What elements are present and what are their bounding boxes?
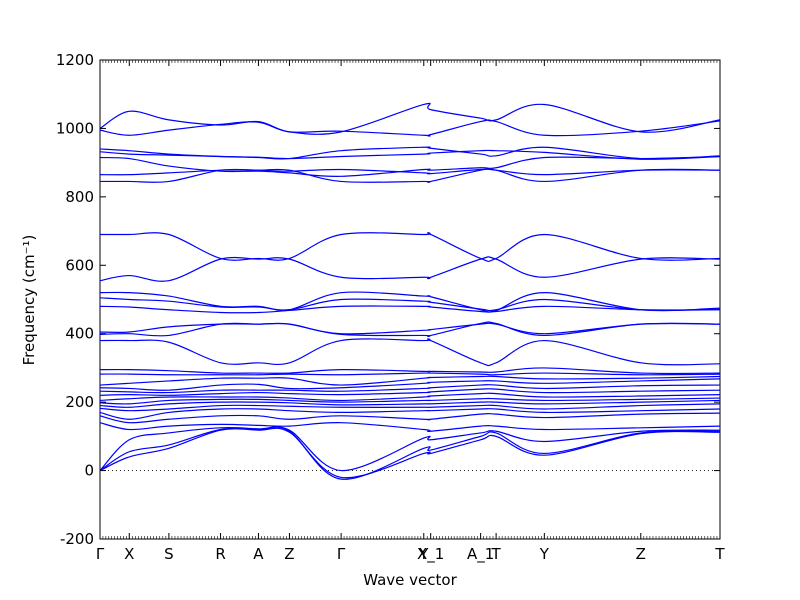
x-tick-label: Γ <box>96 545 105 563</box>
y-tick-label: 800 <box>65 188 94 206</box>
x-tick-label: A_1 <box>467 545 494 564</box>
y-axis: -200 0 200 400 600 800 1000 1200 <box>56 51 720 548</box>
band-line-31 <box>99 427 721 479</box>
y-tick-label: 200 <box>65 393 94 411</box>
x-tick-label: R <box>215 545 225 563</box>
band-line-2 <box>99 119 721 137</box>
band-line-14 <box>99 321 721 337</box>
x-tick-label: Z <box>636 545 646 563</box>
y-axis-title: Frequency (cm⁻¹) <box>20 235 38 366</box>
band-line-1 <box>99 102 721 135</box>
band-line-21 <box>99 388 721 396</box>
y-tick-label: 400 <box>65 325 94 343</box>
band-line-25 <box>99 403 721 412</box>
y-tick-label: -200 <box>60 530 94 548</box>
plot-frame <box>99 59 721 540</box>
band-line-6 <box>99 168 721 176</box>
band-line-13 <box>99 322 721 335</box>
y-tick-label: 600 <box>65 256 94 274</box>
band-line-28 <box>99 422 721 433</box>
band-line-3 <box>99 146 721 160</box>
x-axis: Γ X S R A Z Γ YX_1 A_1T Y Z T <box>96 60 725 564</box>
band-line-10 <box>99 291 721 313</box>
x-axis-title: Wave vector <box>363 571 457 589</box>
x-tick-label: T <box>714 545 725 563</box>
band-line-4 <box>99 149 721 160</box>
band-line-30 <box>99 426 721 480</box>
band-line-12 <box>99 305 721 314</box>
series-layer <box>99 102 721 480</box>
x-tick-label: Z <box>284 545 294 563</box>
x-tick-label: Y <box>418 545 429 563</box>
band-line-16 <box>99 367 721 375</box>
band-line-17 <box>99 372 721 376</box>
band-line-29 <box>99 426 721 472</box>
x-tick-label: S <box>164 545 174 563</box>
band-line-24 <box>99 399 721 408</box>
band-line-26 <box>99 408 721 420</box>
x-tick-label: Y <box>539 545 550 563</box>
x-tick-label: A <box>253 545 264 563</box>
band-line-18 <box>99 375 721 386</box>
y-tick-label: 0 <box>84 462 94 480</box>
band-line-8 <box>99 232 721 263</box>
band-line-15 <box>99 338 721 367</box>
x-tick-label: Γ <box>337 545 346 563</box>
band-line-11 <box>99 297 721 312</box>
band-line-7 <box>99 168 721 183</box>
band-line-19 <box>99 378 721 391</box>
x-tick-label: T <box>491 545 502 563</box>
band-line-20 <box>99 384 721 394</box>
x-tick-label: X_1 <box>417 545 444 564</box>
y-tick-label: 1200 <box>56 51 94 69</box>
band-line-9 <box>99 256 721 282</box>
band-line-27 <box>99 412 721 424</box>
band-line-22 <box>99 392 721 402</box>
y-tick-label: 1000 <box>56 119 94 137</box>
band-line-23 <box>99 397 721 405</box>
x-tick-label: X <box>124 545 134 563</box>
